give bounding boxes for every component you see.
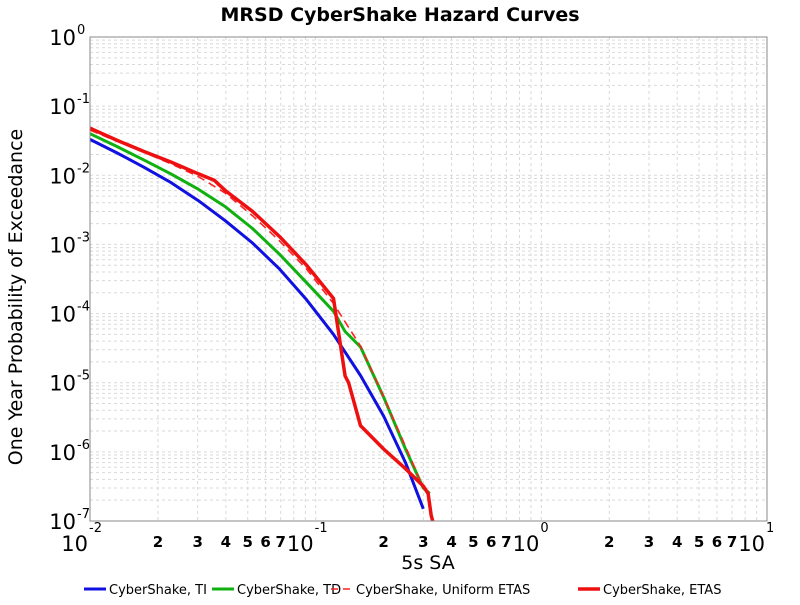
- x-tick-label: 100: [513, 521, 549, 556]
- x-minor-tick-label: 6: [260, 533, 270, 551]
- series-lines: [89, 126, 435, 522]
- legend-label: CyberShake, TI: [109, 583, 207, 598]
- y-tick-label: 10 -5: [49, 369, 90, 396]
- y-tick-label: 10 0: [49, 23, 85, 50]
- legend: CyberShake, TI CyberShake, TD CyberShake, …: [84, 583, 721, 598]
- x-tick-label: 101: [738, 521, 774, 556]
- x-minor-tick-label: 7: [727, 533, 737, 551]
- x-tick-label: 10-1: [287, 521, 328, 556]
- y-tick-base: 10: [49, 372, 76, 396]
- x-minor-tick-label: 3: [644, 533, 654, 551]
- x-minor-tick-label: 6: [486, 533, 496, 551]
- x-tick-base: 10: [287, 532, 314, 556]
- y-tick-base: 10: [49, 233, 76, 257]
- y-tick-label: 10 -4: [49, 300, 90, 327]
- x-minor-tick-label: 2: [153, 533, 163, 551]
- y-tick-label: 10 -2: [49, 161, 90, 188]
- x-axis-label: 5s SA: [401, 552, 454, 574]
- y-tick-label: 10 -1: [49, 92, 90, 119]
- legend-item: CyberShake, ETAS: [578, 583, 721, 598]
- y-tick-label: 10 -3: [49, 230, 90, 257]
- y-tick-exponent: 0: [77, 23, 85, 38]
- x-tick-exponent: -2: [89, 521, 102, 536]
- y-tick-base: 10: [49, 164, 76, 188]
- y-tick-exponent: -6: [77, 438, 90, 453]
- y-tick-base: 10: [49, 95, 76, 119]
- x-tick-base: 10: [513, 532, 540, 556]
- plot-frame: [89, 36, 768, 522]
- legend-item: CyberShake, Uniform ETAS: [331, 583, 530, 598]
- y-tick-base: 10: [49, 441, 76, 465]
- series-line-cybershake-td: [89, 132, 431, 495]
- x-tick-base: 10: [61, 532, 88, 556]
- y-tick-base: 10: [49, 303, 76, 327]
- x-tick-exponent: 0: [540, 521, 548, 536]
- x-minor-tick-label: 6: [712, 533, 722, 551]
- legend-label: CyberShake, ETAS: [603, 583, 721, 598]
- series-line-cybershake-etas: [89, 126, 435, 522]
- y-tick-exponent: -3: [77, 230, 90, 245]
- legend-label: CyberShake, Uniform ETAS: [356, 583, 530, 598]
- legend-label: CyberShake, TD: [237, 583, 341, 598]
- x-minor-tick-label: 4: [221, 533, 231, 551]
- x-tick-exponent: -1: [315, 521, 328, 536]
- series-line-cybershake-ti: [89, 138, 425, 510]
- y-tick-base: 10: [49, 26, 76, 50]
- y-tick-label: 10 -6: [49, 438, 90, 465]
- x-minor-tick-label: 4: [672, 533, 682, 551]
- y-tick-exponent: -1: [77, 92, 90, 107]
- x-minor-tick-label: 7: [275, 533, 285, 551]
- y-tick-base: 10: [49, 510, 76, 534]
- legend-item: CyberShake, TI: [84, 583, 207, 598]
- y-tick-exponent: -4: [77, 300, 90, 315]
- y-tick-label: 10 -7: [49, 507, 90, 534]
- x-minor-tick-label: 3: [418, 533, 428, 551]
- chart-title: MRSD CyberShake Hazard Curves: [220, 4, 579, 26]
- y-tick-exponent: -7: [77, 507, 90, 522]
- plot-area: [90, 37, 767, 521]
- x-minor-tick-label: 5: [243, 533, 253, 551]
- x-minor-tick-label: 2: [378, 533, 388, 551]
- x-tick-base: 10: [738, 532, 765, 556]
- x-tick-label: 10-2: [61, 521, 102, 556]
- x-minor-tick-label: 5: [694, 533, 704, 551]
- x-minor-tick-label: 7: [501, 533, 511, 551]
- legend-item: CyberShake, TD: [212, 583, 341, 598]
- x-minor-tick-label: 5: [468, 533, 478, 551]
- x-minor-tick-label: 3: [192, 533, 202, 551]
- y-tick-exponent: -2: [77, 161, 90, 176]
- y-axis-label: One Year Probability of Exceedance: [5, 129, 27, 465]
- x-minor-tick-label: 2: [604, 533, 614, 551]
- series-line-cybershake-uniform-etas: [89, 129, 429, 495]
- x-tick-exponent: 1: [766, 521, 774, 536]
- y-tick-exponent: -5: [77, 369, 90, 384]
- x-minor-tick-label: 4: [446, 533, 456, 551]
